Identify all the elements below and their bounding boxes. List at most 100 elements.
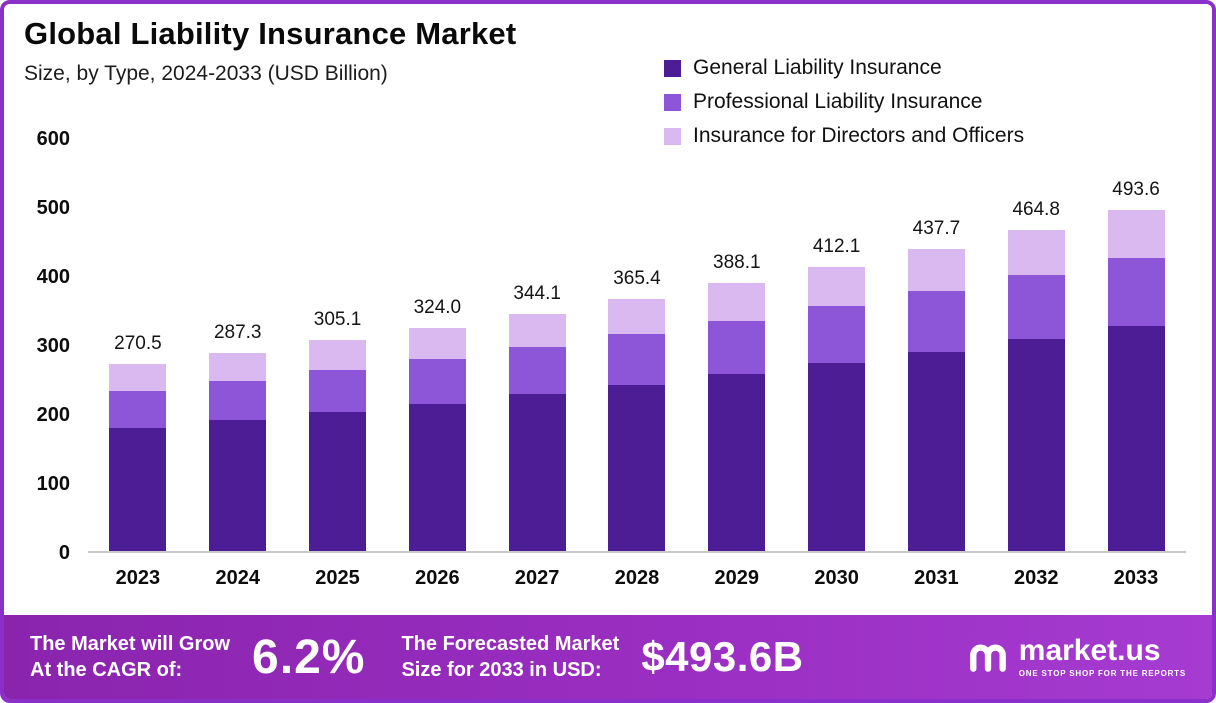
chart-section: Global Liability Insurance Market Size, … bbox=[4, 4, 1212, 615]
bar-column: 344.1 2027 bbox=[506, 139, 568, 589]
y-axis-tick: 600 bbox=[36, 128, 70, 150]
bar-segment-insurance-for-directors-and-officers bbox=[209, 352, 267, 381]
bar-segment-professional-liability-insurance bbox=[209, 380, 267, 421]
bar-stack bbox=[608, 298, 666, 551]
x-axis-label: 2026 bbox=[415, 567, 460, 589]
bar-segment-professional-liability-insurance bbox=[309, 369, 367, 412]
x-axis-label: 2028 bbox=[614, 567, 660, 589]
bar-segment-general-liability-insurance bbox=[608, 384, 666, 551]
bar-segment-insurance-for-directors-and-officers bbox=[1107, 210, 1165, 259]
bar-segment-professional-liability-insurance bbox=[1007, 275, 1065, 340]
legend-swatch bbox=[664, 127, 681, 145]
bar-total-label: 412.1 bbox=[812, 235, 861, 257]
legend: General Liability Insurance Professional … bbox=[664, 56, 1024, 148]
bar-total-label: 287.3 bbox=[213, 321, 262, 343]
legend-item: Professional Liability Insurance bbox=[664, 90, 1024, 114]
brand-logo: market.us ONE STOP SHOP FOR THE REPORTS bbox=[967, 634, 1186, 681]
bar-segment-professional-liability-insurance bbox=[708, 320, 766, 375]
bar-stack bbox=[708, 283, 766, 551]
bar-column: 324.0 2026 bbox=[406, 139, 468, 589]
bar-column: 437.7 2031 bbox=[905, 139, 967, 589]
bar-segment-insurance-for-directors-and-officers bbox=[808, 266, 866, 307]
legend-label: Insurance for Directors and Officers bbox=[693, 124, 1025, 147]
x-axis-label: 2024 bbox=[215, 567, 260, 589]
forecast-label-line1: The Forecasted Market bbox=[401, 633, 620, 655]
y-axis-tick: 200 bbox=[36, 404, 70, 426]
x-axis-label: 2029 bbox=[714, 567, 760, 589]
bar-stack bbox=[209, 352, 267, 551]
x-axis-label: 2025 bbox=[315, 567, 360, 589]
x-axis-label: 2032 bbox=[1013, 567, 1059, 589]
bar-total-label: 464.8 bbox=[1012, 199, 1060, 221]
footer-banner: The Market will Grow At the CAGR of: 6.2… bbox=[4, 615, 1212, 699]
bar-segment-insurance-for-directors-and-officers bbox=[408, 327, 466, 359]
bar-segment-general-liability-insurance bbox=[508, 394, 566, 551]
x-axis-label: 2033 bbox=[1113, 567, 1159, 589]
bar-segment-general-liability-insurance bbox=[408, 403, 466, 551]
bar-total-label: 324.0 bbox=[413, 296, 462, 318]
bar-segment-insurance-for-directors-and-officers bbox=[907, 249, 965, 292]
bar-segment-general-liability-insurance bbox=[209, 420, 267, 551]
bar-stack bbox=[1107, 210, 1165, 551]
page-title: Global Liability Insurance Market bbox=[24, 16, 517, 51]
bar-stack bbox=[508, 313, 566, 551]
bar-segment-professional-liability-insurance bbox=[907, 291, 965, 352]
bar-segment-professional-liability-insurance bbox=[808, 306, 866, 364]
bar-total-label: 344.1 bbox=[513, 282, 561, 304]
bar-column: 388.1 2029 bbox=[706, 139, 768, 589]
bar-total-label: 388.1 bbox=[713, 252, 761, 274]
bar-segment-professional-liability-insurance bbox=[508, 346, 566, 395]
bar-segment-professional-liability-insurance bbox=[1107, 258, 1165, 327]
bar-stack bbox=[109, 364, 167, 551]
y-axis-tick: 300 bbox=[36, 335, 70, 357]
bar-total-label: 365.4 bbox=[613, 267, 661, 289]
bar-segment-general-liability-insurance bbox=[907, 351, 965, 551]
bar-total-label: 437.7 bbox=[912, 218, 961, 240]
bar-segment-insurance-for-directors-and-officers bbox=[508, 313, 566, 347]
bar-column: 365.4 2028 bbox=[606, 139, 668, 589]
bar-segment-professional-liability-insurance bbox=[408, 358, 466, 404]
bar-column: 270.5 2023 bbox=[107, 139, 169, 589]
bar-segment-insurance-for-directors-and-officers bbox=[1007, 230, 1065, 276]
legend-label: Professional Liability Insurance bbox=[693, 90, 983, 113]
bar-segment-general-liability-insurance bbox=[1007, 339, 1065, 551]
y-axis-tick: 0 bbox=[58, 542, 70, 564]
bar-total-label: 493.6 bbox=[1112, 179, 1160, 201]
bar-segment-general-liability-insurance bbox=[309, 412, 367, 551]
x-axis-label: 2030 bbox=[814, 567, 859, 589]
bar-column: 287.3 2024 bbox=[207, 139, 269, 589]
bar-segment-general-liability-insurance bbox=[109, 427, 167, 551]
bar-column: 305.1 2025 bbox=[307, 139, 369, 589]
bar-segment-general-liability-insurance bbox=[708, 374, 766, 551]
x-axis-label: 2027 bbox=[514, 567, 560, 589]
bar-segment-insurance-for-directors-and-officers bbox=[109, 364, 167, 391]
cagr-label-line1: The Market will Grow bbox=[30, 633, 231, 655]
y-axis-tick: 500 bbox=[36, 197, 70, 219]
bar-column: 412.1 2030 bbox=[806, 139, 868, 589]
forecast-value: $493.6B bbox=[641, 633, 804, 680]
cagr-label: The Market will Grow At the CAGR of: bbox=[30, 631, 230, 683]
bar-total-label: 305.1 bbox=[313, 309, 362, 331]
brand-name: market.us bbox=[1018, 634, 1161, 667]
legend-swatch bbox=[664, 59, 681, 77]
bar-segment-general-liability-insurance bbox=[1107, 326, 1165, 551]
bar-stack bbox=[808, 266, 866, 551]
bar-segment-general-liability-insurance bbox=[808, 363, 866, 551]
bar-segment-insurance-for-directors-and-officers bbox=[708, 283, 766, 321]
plot-area: 270.5 2023 287.3 2024 305.1 2025 324.0 2026 344.… bbox=[88, 139, 1186, 589]
y-axis-tick: 400 bbox=[36, 266, 70, 288]
cagr-label-line2: At the CAGR of: bbox=[30, 659, 183, 681]
legend-swatch bbox=[664, 93, 681, 111]
bar-stack bbox=[1007, 230, 1065, 551]
legend-item: General Liability Insurance bbox=[664, 56, 1024, 80]
x-axis-label: 2023 bbox=[115, 567, 161, 589]
bar-stack bbox=[309, 340, 367, 551]
brand-text: market.us ONE STOP SHOP FOR THE REPORTS bbox=[1018, 634, 1186, 679]
forecast-label-line2: Size for 2033 in USD: bbox=[401, 659, 602, 681]
bar-stack bbox=[408, 327, 466, 551]
bar-segment-professional-liability-insurance bbox=[109, 390, 167, 428]
legend-item: Insurance for Directors and Officers bbox=[664, 124, 1024, 148]
bar-total-label: 270.5 bbox=[114, 333, 162, 355]
y-axis-tick: 100 bbox=[36, 473, 70, 495]
